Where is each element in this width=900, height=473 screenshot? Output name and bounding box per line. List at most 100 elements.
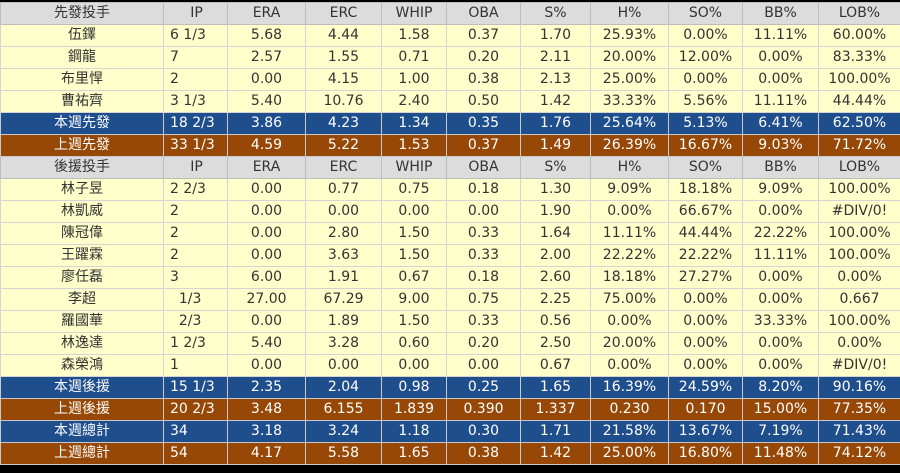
pitcher-name: 布里悍 (1, 69, 164, 91)
stat-era: 2.57 (228, 47, 306, 69)
stat-era: 6.00 (228, 267, 306, 289)
stat-h-pct: 26.39% (591, 135, 669, 157)
stat-s-pct: 1.49 (521, 135, 591, 157)
stat-era: 3.86 (228, 113, 306, 135)
stat-so-pct: 0.170 (669, 399, 743, 421)
stat-era: 4.17 (228, 443, 306, 465)
stat-so-pct: 13.67% (669, 421, 743, 443)
stat-s-pct: 1.30 (521, 179, 591, 201)
stat-whip: 1.65 (382, 443, 447, 465)
stat-ip: 54 (164, 443, 228, 465)
stat-h-pct: 25.64% (591, 113, 669, 135)
column-header-erc: ERC (306, 3, 382, 25)
stat-bb-pct: 8.20% (743, 377, 819, 399)
stat-whip: 0.00 (382, 355, 447, 377)
stat-so-pct: 0.00% (669, 25, 743, 47)
stat-oba: 0.00 (447, 201, 521, 223)
stat-erc: 5.58 (306, 443, 382, 465)
stat-erc: 4.15 (306, 69, 382, 91)
column-header-so-pct: SO% (669, 157, 743, 179)
stat-so-pct: 16.67% (669, 135, 743, 157)
stat-lob-pct: 60.00% (819, 25, 900, 47)
stat-lob-pct: 74.12% (819, 443, 900, 465)
stat-oba: 0.37 (447, 135, 521, 157)
stat-ip: 2 (164, 245, 228, 267)
stat-s-pct: 2.00 (521, 245, 591, 267)
column-header-era: ERA (228, 157, 306, 179)
stat-s-pct: 2.60 (521, 267, 591, 289)
stat-oba: 0.390 (447, 399, 521, 421)
stat-h-pct: 21.58% (591, 421, 669, 443)
stat-era: 3.18 (228, 421, 306, 443)
stat-whip: 1.58 (382, 25, 447, 47)
stat-lob-pct: 77.35% (819, 399, 900, 421)
stat-whip: 1.50 (382, 245, 447, 267)
stat-bb-pct: 15.00% (743, 399, 819, 421)
pitcher-name: 廖任磊 (1, 267, 164, 289)
pitcher-name: 森榮鴻 (1, 355, 164, 377)
stat-era: 0.00 (228, 355, 306, 377)
stat-lob-pct: 71.43% (819, 421, 900, 443)
stat-h-pct: 11.11% (591, 223, 669, 245)
stat-so-pct: 0.00% (669, 311, 743, 333)
stat-lob-pct: 62.50% (819, 113, 900, 135)
stat-h-pct: 9.09% (591, 179, 669, 201)
stat-era: 3.48 (228, 399, 306, 421)
summary-label: 上週總計 (1, 443, 164, 465)
stat-bb-pct: 9.03% (743, 135, 819, 157)
column-header-s-pct: S% (521, 157, 591, 179)
stat-so-pct: 66.67% (669, 201, 743, 223)
stat-so-pct: 44.44% (669, 223, 743, 245)
stat-oba: 0.25 (447, 377, 521, 399)
stat-oba: 0.33 (447, 245, 521, 267)
stat-oba: 0.33 (447, 223, 521, 245)
column-header-so-pct: SO% (669, 3, 743, 25)
column-header-ip: IP (164, 157, 228, 179)
stat-s-pct: 1.76 (521, 113, 591, 135)
section-title: 後援投手 (1, 157, 164, 179)
stat-whip: 0.60 (382, 333, 447, 355)
stat-oba: 0.33 (447, 311, 521, 333)
stat-h-pct: 75.00% (591, 289, 669, 311)
column-header-lob-pct: LOB% (819, 3, 900, 25)
stat-oba: 0.38 (447, 69, 521, 91)
stat-erc: 0.00 (306, 201, 382, 223)
stat-oba: 0.50 (447, 91, 521, 113)
stat-lob-pct: 44.44% (819, 91, 900, 113)
column-header-ip: IP (164, 3, 228, 25)
column-header-lob-pct: LOB% (819, 157, 900, 179)
stat-ip: 2 (164, 223, 228, 245)
stat-s-pct: 1.64 (521, 223, 591, 245)
stat-whip: 0.00 (382, 201, 447, 223)
stat-oba: 0.30 (447, 421, 521, 443)
stat-so-pct: 16.80% (669, 443, 743, 465)
stat-ip: 33 1/3 (164, 135, 228, 157)
stat-lob-pct: 100.00% (819, 179, 900, 201)
stat-era: 0.00 (228, 311, 306, 333)
stat-oba: 0.38 (447, 443, 521, 465)
stat-h-pct: 25.93% (591, 25, 669, 47)
stat-whip: 0.75 (382, 179, 447, 201)
column-header-whip: WHIP (382, 157, 447, 179)
summary-label: 本週先發 (1, 113, 164, 135)
pitcher-name: 陳冠偉 (1, 223, 164, 245)
stat-lob-pct: 0.00% (819, 333, 900, 355)
stat-erc: 1.89 (306, 311, 382, 333)
stat-erc: 2.04 (306, 377, 382, 399)
column-header-erc: ERC (306, 157, 382, 179)
stat-h-pct: 25.00% (591, 443, 669, 465)
stat-lob-pct: 0.00% (819, 267, 900, 289)
stat-ip: 20 2/3 (164, 399, 228, 421)
stat-bb-pct: 11.48% (743, 443, 819, 465)
stat-s-pct: 1.90 (521, 201, 591, 223)
stat-ip: 2 (164, 201, 228, 223)
